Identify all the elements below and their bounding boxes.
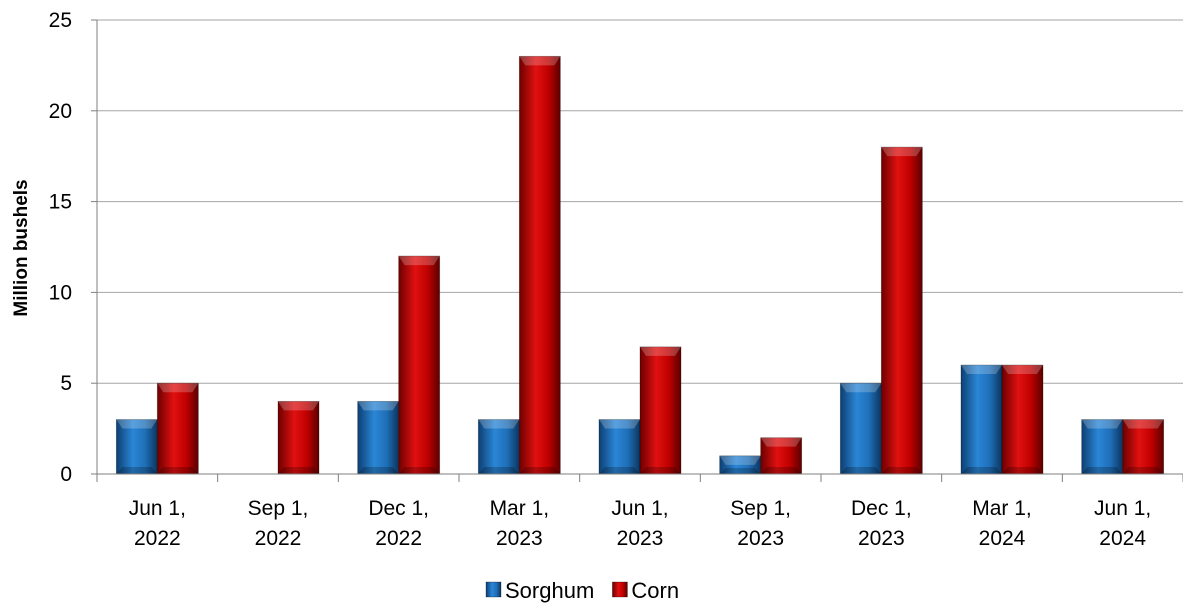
sorghum-bar xyxy=(478,420,519,474)
y-axis-title: Million bushels xyxy=(11,179,32,316)
sorghum-bar xyxy=(358,401,399,474)
x-tick-label: Jun 1, 2023 xyxy=(611,497,668,550)
corn-bar xyxy=(640,347,681,474)
corn-bar xyxy=(881,147,922,474)
corn-bar xyxy=(519,56,560,474)
y-tick-label: 10 xyxy=(49,281,72,304)
bars xyxy=(116,56,1163,474)
legend-swatch xyxy=(612,582,627,597)
corn-bar xyxy=(278,401,319,474)
y-tick-label: 20 xyxy=(49,100,72,123)
x-tick-label: Mar 1, 2023 xyxy=(490,497,550,550)
x-tick-label: Mar 1, 2024 xyxy=(972,497,1032,550)
x-tick-label: Jun 1, 2024 xyxy=(1094,497,1151,550)
legend-swatch xyxy=(486,582,501,597)
x-tick-label: Dec 1, 2023 xyxy=(851,497,912,550)
x-tick-label: Sep 1, 2022 xyxy=(248,497,309,550)
sorghum-bar xyxy=(1082,420,1123,474)
corn-bar xyxy=(157,383,198,474)
legend: Sorghum Corn xyxy=(486,578,679,603)
x-tick-label: Sep 1, 2023 xyxy=(730,497,791,550)
gridlines xyxy=(97,20,1183,383)
y-tick-label: 0 xyxy=(60,463,72,486)
y-tick-label: 15 xyxy=(49,191,72,214)
sorghum-bar xyxy=(840,383,881,474)
y-tick-label: 5 xyxy=(60,372,72,395)
x-tick-label: Jun 1, 2022 xyxy=(129,497,186,550)
x-tick-label: Dec 1, 2022 xyxy=(368,497,429,550)
sorghum-bar xyxy=(116,420,157,474)
corn-bar xyxy=(399,256,440,474)
legend-item-corn: Corn xyxy=(612,578,679,603)
corn-bar xyxy=(761,438,802,474)
legend-label: Sorghum xyxy=(505,578,594,603)
sorghum-bar xyxy=(961,365,1002,474)
corn-bar xyxy=(1123,420,1164,474)
sorghum-bar xyxy=(599,420,640,474)
corn-bar xyxy=(1002,365,1043,474)
y-tick-label: 25 xyxy=(49,9,72,32)
sorghum-bar xyxy=(720,456,761,474)
legend-label: Corn xyxy=(631,578,679,603)
legend-item-sorghum: Sorghum xyxy=(486,578,594,603)
